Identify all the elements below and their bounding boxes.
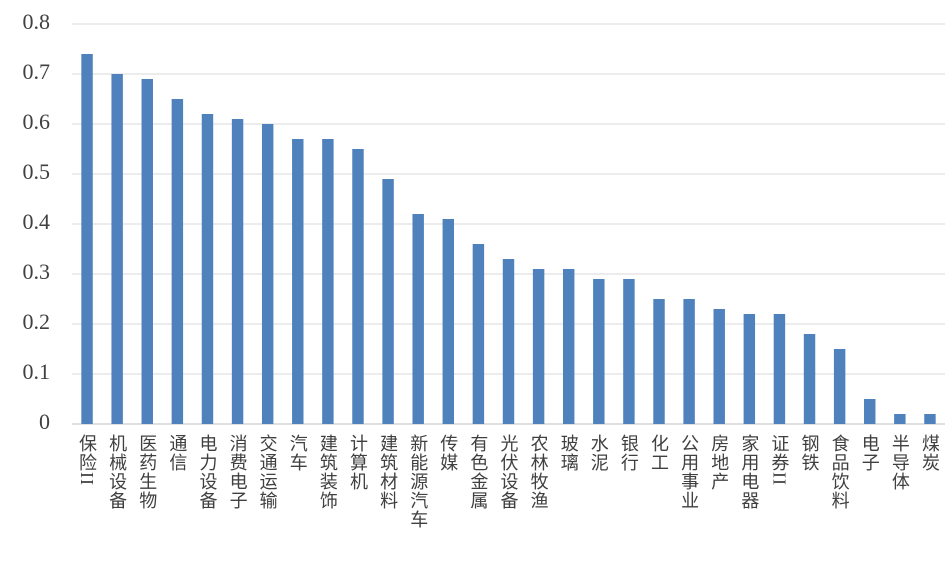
x-tick-label: 有色金属 (468, 434, 488, 510)
bar (412, 214, 424, 424)
x-tick-label: 消费电子 (228, 434, 248, 510)
y-tick-label: 0.8 (23, 9, 51, 34)
x-tick-label: 房地产 (709, 434, 729, 491)
bar (683, 299, 695, 424)
y-tick-label: 0.3 (23, 259, 51, 284)
x-tick-label: 公用事业 (679, 434, 699, 510)
bar (623, 279, 635, 424)
bar (562, 269, 575, 424)
bar (864, 399, 876, 424)
bar (81, 54, 93, 424)
x-tick-label: 交通运输 (258, 434, 278, 510)
x-tick-label: 保险II (77, 434, 97, 486)
y-tick-label: 0.5 (23, 159, 51, 184)
y-tick-label: 0.4 (23, 209, 51, 234)
bar (442, 219, 455, 424)
x-tick-label: 建筑材料 (378, 434, 398, 510)
x-tick-label: 化工 (649, 434, 669, 472)
x-tick-label: 食品饮料 (830, 434, 850, 510)
bar (713, 309, 725, 424)
bar (502, 259, 515, 424)
x-tick-label: 水泥 (589, 434, 609, 472)
bar (593, 279, 605, 424)
y-tick-label: 0.7 (23, 59, 51, 84)
bar (382, 179, 394, 424)
bar (261, 124, 274, 424)
y-tick-label: 0.6 (23, 109, 51, 134)
x-tick-label: 农林牧渔 (529, 434, 549, 510)
bar (833, 349, 846, 424)
bar (653, 299, 665, 424)
bar (171, 99, 184, 424)
x-tick-label: 家用电器 (739, 434, 759, 510)
bar (231, 119, 244, 424)
bar (472, 244, 485, 424)
x-tick-label: 建筑装饰 (318, 434, 338, 510)
x-tick-label: 玻璃 (559, 434, 579, 472)
x-tick-label: 通信 (167, 434, 187, 472)
bar (292, 139, 304, 424)
bar (201, 114, 214, 424)
x-tick-label: 计算机 (348, 434, 368, 491)
x-tick-label: 煤炭 (920, 434, 940, 472)
bar (322, 139, 334, 424)
x-tick-label: 机械设备 (107, 434, 127, 510)
x-tick-label: 光伏设备 (499, 434, 519, 510)
x-tick-label: 医药生物 (137, 434, 157, 510)
bar (352, 149, 364, 424)
bar (924, 414, 936, 424)
y-tick-label: 0.2 (23, 309, 51, 334)
bar (894, 414, 906, 424)
x-tick-label: 汽车 (288, 434, 308, 472)
bar (803, 334, 816, 424)
bar (743, 314, 756, 424)
x-tick-label: 半导体 (890, 434, 910, 491)
bar (773, 314, 786, 424)
x-tick-label: 钢铁 (800, 434, 820, 472)
bar (111, 74, 123, 424)
x-tick-label: 银行 (619, 434, 639, 472)
bar (532, 269, 545, 424)
y-tick-label: 0 (39, 409, 50, 434)
x-tick-label: 传媒 (438, 434, 458, 472)
x-tick-label: 电力设备 (197, 434, 217, 510)
x-tick-label: 证券II (769, 434, 789, 486)
bar (141, 79, 153, 424)
x-tick-label: 电子 (860, 434, 880, 472)
x-tick-label: 新能源汽车 (408, 434, 428, 529)
y-tick-label: 0.1 (23, 359, 51, 384)
